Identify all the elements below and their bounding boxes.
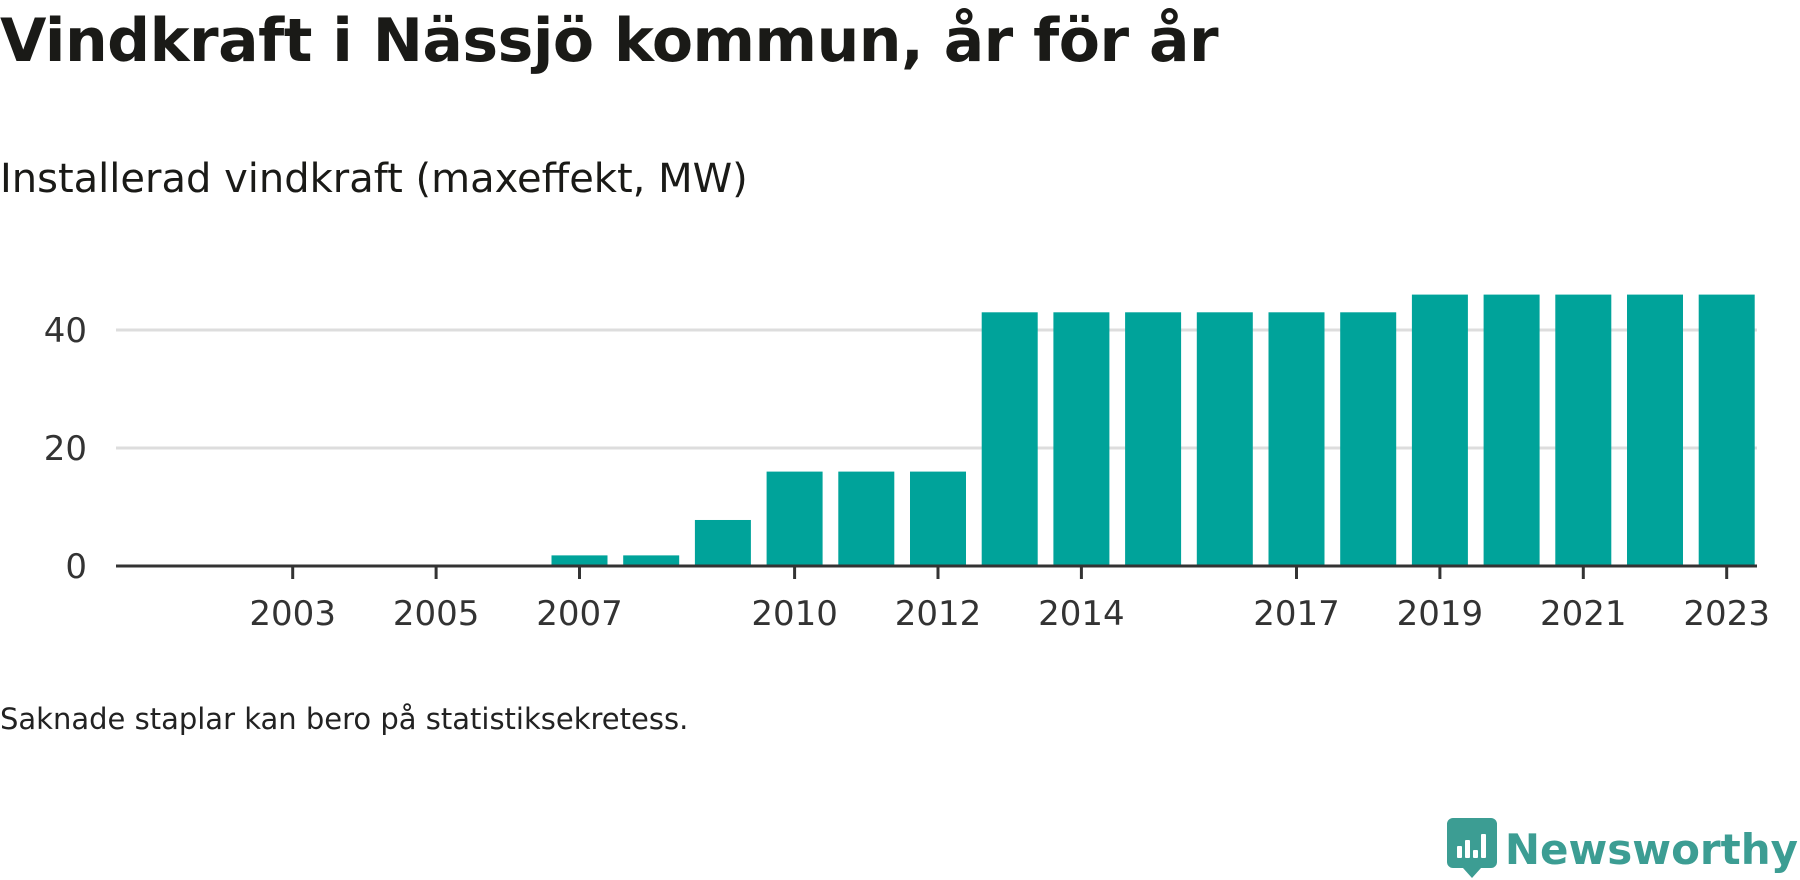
x-tick-label: 2023: [1683, 594, 1770, 634]
bar: [1268, 312, 1325, 566]
bar: [838, 471, 895, 566]
x-tick-label: 2014: [1038, 594, 1125, 634]
bar: [1125, 312, 1182, 566]
bar: [623, 555, 680, 566]
x-tick-label: 2012: [895, 594, 982, 634]
y-tick-label: 0: [65, 547, 87, 587]
bar: [1053, 312, 1110, 566]
chart-subtitle: Installerad vindkraft (maxeffekt, MW): [0, 156, 748, 202]
x-tick-label: 2017: [1253, 594, 1340, 634]
bar: [981, 312, 1038, 566]
x-axis: 2003 2005 2007 2010 2012 2014 2017 2019 2021 2023: [116, 564, 1770, 634]
gridlines: [116, 328, 1757, 450]
bars: [551, 294, 1755, 566]
bar: [1411, 294, 1468, 566]
bar: [910, 471, 966, 566]
x-tick-label: 2021: [1540, 594, 1627, 634]
x-tick-label: 2007: [536, 594, 623, 634]
footnote: Saknade staplar kan bero på statistiksek…: [0, 702, 689, 736]
chart-title: Vindkraft i Nässjö kommun, år för år: [0, 6, 1219, 76]
newsworthy-logo-icon: [1446, 818, 1497, 878]
x-tick-label: 2005: [393, 594, 480, 634]
x-tick-label: 2019: [1397, 594, 1484, 634]
bar: [1196, 312, 1253, 566]
newsworthy-logo[interactable]: Newsworthy: [1446, 818, 1798, 880]
y-tick-label: 40: [44, 311, 87, 351]
x-tick-label: 2003: [249, 594, 336, 634]
brand-name: Newsworthy: [1504, 824, 1798, 874]
bar: [1555, 294, 1612, 566]
bar: [1698, 294, 1755, 566]
bar: [1340, 312, 1397, 566]
y-axis: 0 20 40: [44, 311, 87, 587]
bar: [1483, 294, 1540, 566]
y-tick-label: 20: [44, 429, 87, 469]
bar: [766, 471, 823, 566]
x-tick-label: 2010: [751, 594, 838, 634]
bar: [551, 555, 608, 566]
bar: [1627, 294, 1683, 566]
bar-chart: 2003 2005 2007 2010 2012 2014 2017 2019 2021 2023…: [44, 294, 1770, 634]
bar: [694, 519, 751, 566]
